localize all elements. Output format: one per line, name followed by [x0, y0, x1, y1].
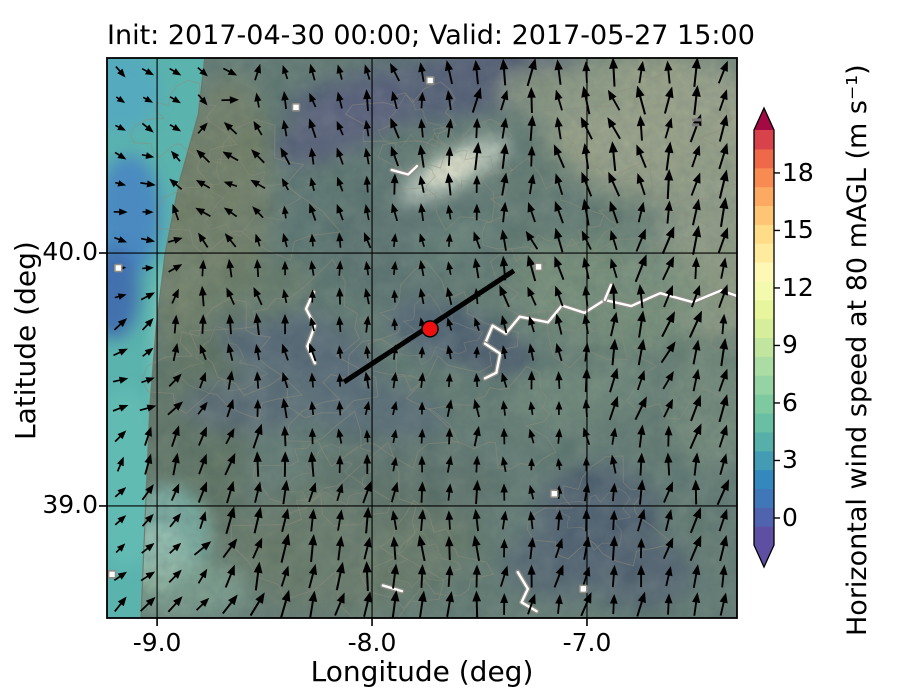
x-axis-label: Longitude (deg): [310, 655, 534, 688]
colorbar-tick-label: 0: [782, 503, 798, 532]
colorbar-label: Horizontal wind speed at 80 mAGL (m s⁻¹): [842, 64, 873, 636]
x-tick-label: -9.0: [132, 628, 182, 657]
x-tick-label: -7.0: [562, 628, 612, 657]
y-tick-label: 40.0: [42, 237, 98, 266]
colorbar-tick-label: 9: [782, 330, 798, 360]
x-tick-label: -8.0: [347, 628, 397, 657]
colorbar-tick-label: 3: [782, 445, 798, 475]
plot-title: Init: 2017-04-30 00:00; Valid: 2017-05-2…: [107, 20, 755, 51]
colorbar-tick-label: 15: [782, 215, 814, 245]
y-axis-label: Latitude (deg): [9, 241, 42, 440]
y-tick-label: 39.0: [42, 489, 98, 519]
colorbar-tick-label: 18: [782, 157, 814, 187]
colorbar-tick-label: 12: [782, 272, 814, 302]
colorbar-tick-label: 6: [782, 387, 798, 417]
